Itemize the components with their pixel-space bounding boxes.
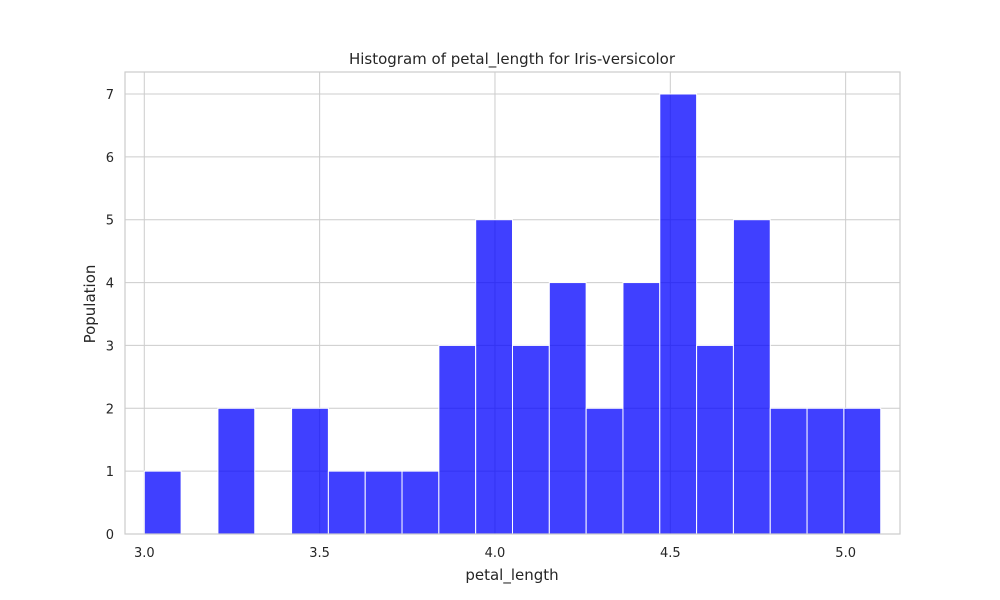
- histogram-bar-10: [512, 344, 550, 535]
- y-axis-label: Population: [81, 265, 99, 344]
- y-tick-label-7: 7: [106, 88, 114, 103]
- histogram-bar-13: [622, 282, 661, 535]
- y-tick-labels: 0 1 2 3 4 5 6 7: [106, 88, 114, 543]
- x-tick-label-0: 3.0: [134, 546, 155, 561]
- y-tick-label-1: 1: [106, 465, 114, 480]
- histogram-bar-12: [585, 407, 624, 535]
- x-axis-label: petal_length: [465, 566, 558, 585]
- x-tick-label-3: 4.5: [660, 546, 681, 561]
- y-tick-label-3: 3: [106, 339, 114, 354]
- x-tick-label-4: 5.0: [835, 546, 856, 561]
- histogram-bar-11: [548, 282, 587, 535]
- histogram-bar-4: [291, 407, 329, 535]
- histogram-bar-14: [659, 93, 698, 535]
- histogram-bar-15: [696, 344, 734, 535]
- y-tick-label-2: 2: [106, 402, 114, 417]
- y-tick-label-4: 4: [106, 277, 114, 292]
- x-tick-label-1: 3.5: [309, 546, 330, 561]
- histogram-bar-8: [438, 344, 477, 535]
- y-tick-label-0: 0: [106, 528, 114, 543]
- histogram-bar-18: [806, 407, 845, 535]
- histogram-bar-5: [327, 470, 366, 535]
- histogram-bar-19: [843, 407, 882, 535]
- chart-title: Histogram of petal_length for Iris-versi…: [349, 50, 676, 69]
- histogram-bar-0: [143, 470, 182, 535]
- y-tick-label-6: 6: [106, 151, 114, 166]
- x-tick-labels: 3.0 3.5 4.0 4.5 5.0: [134, 546, 856, 561]
- histogram-bar-9: [475, 219, 514, 535]
- x-tick-label-2: 4.0: [485, 546, 506, 561]
- histogram-bar-2: [217, 407, 256, 535]
- histogram-bar-6: [364, 470, 403, 535]
- histogram-bar-7: [401, 470, 440, 535]
- histogram-bars: [143, 93, 882, 535]
- plot-frame: [124, 71, 901, 535]
- histogram-bar-16: [732, 219, 771, 535]
- histogram-bar-17: [769, 407, 808, 535]
- y-tick-label-5: 5: [106, 214, 114, 229]
